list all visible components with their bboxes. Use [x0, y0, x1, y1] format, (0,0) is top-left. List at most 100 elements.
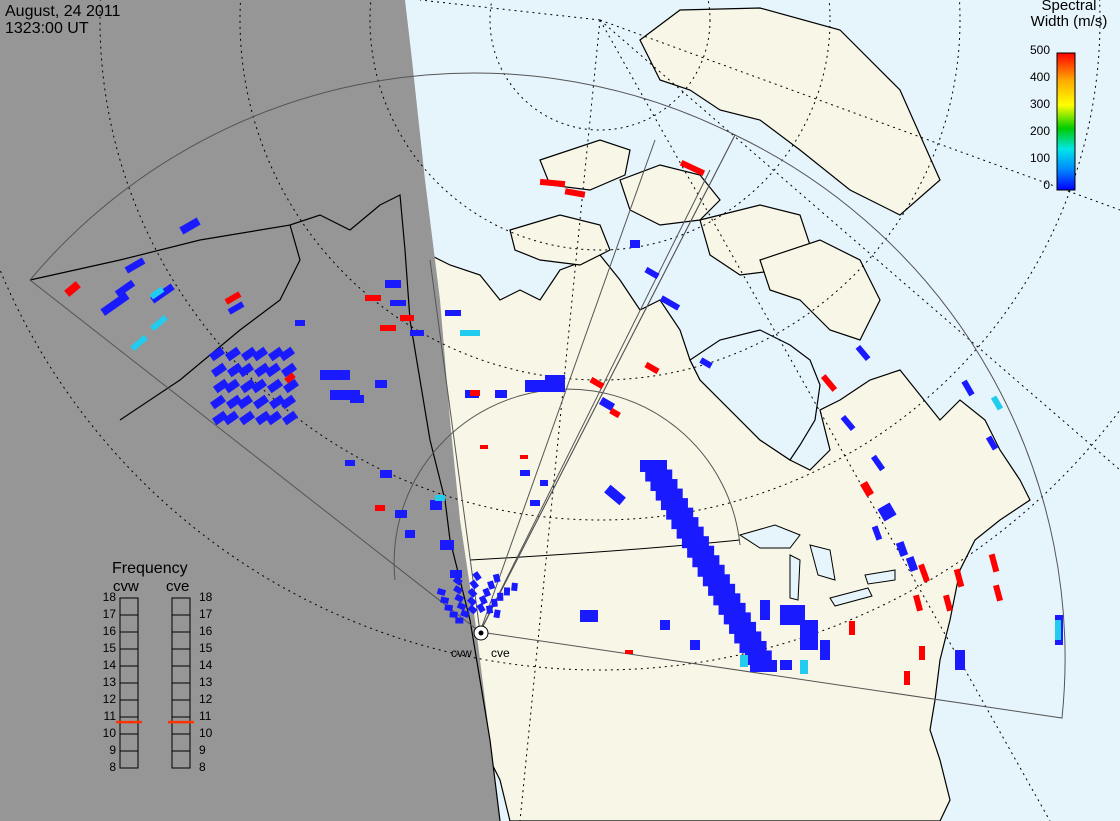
radar-fov — [29, 72, 1066, 719]
echo-cell — [757, 640, 767, 653]
echo-cell — [430, 500, 442, 510]
echo-cell — [699, 536, 709, 549]
echo-cell — [762, 660, 771, 672]
echo-cell — [435, 495, 445, 501]
frequency-scale-label: 11 — [199, 709, 212, 723]
frequency-scale-label: 10 — [102, 726, 116, 740]
echo-cell — [702, 574, 712, 587]
echo-cell — [708, 583, 718, 596]
colorbar-tick-label: 0 — [1043, 178, 1050, 192]
echo-cell — [1055, 620, 1061, 640]
colorbar-tick-label: 100 — [1029, 151, 1050, 165]
echo-cell — [478, 595, 488, 605]
echo-cell — [644, 266, 660, 280]
echo-cell — [470, 390, 480, 396]
echo-cell — [719, 593, 729, 606]
echo-cell — [741, 621, 751, 634]
echo-cell — [209, 394, 227, 410]
echo-cell — [580, 610, 598, 622]
echo-cell — [350, 395, 364, 403]
echo-cell — [800, 620, 818, 650]
colorbar-title-line2: Width (m/s) — [1030, 13, 1108, 30]
echo-cell — [280, 362, 298, 378]
echo-cell — [659, 295, 681, 311]
frequency-scale-label: 17 — [199, 607, 213, 621]
echo-cell — [679, 159, 706, 177]
echo-cell — [729, 621, 739, 634]
echo-cell — [223, 378, 241, 394]
frequency-scale-label: 12 — [199, 692, 213, 706]
echo-cell — [482, 587, 491, 598]
echo-cell — [295, 320, 305, 326]
echo-cell — [687, 536, 697, 549]
echo-cell — [756, 650, 766, 663]
echo-cell — [693, 536, 703, 549]
echo-cell — [450, 570, 462, 578]
echo-cell — [678, 498, 688, 511]
echo-cell — [250, 378, 268, 394]
echo-cell — [466, 596, 477, 607]
echo-cell — [279, 394, 297, 410]
echo-cell — [661, 488, 671, 501]
echo-cell — [993, 584, 1003, 602]
echo-cell — [454, 593, 465, 603]
baffin-island — [759, 239, 881, 341]
echo-cell — [725, 593, 735, 606]
echo-cell — [497, 592, 504, 601]
echo-cell — [640, 460, 649, 472]
echo-cell — [709, 564, 719, 577]
echo-cell — [739, 640, 749, 653]
hudson-bay — [689, 329, 821, 461]
frequency-scale-label: 17 — [102, 607, 116, 621]
echo-cell — [179, 217, 201, 235]
echo-cell — [472, 571, 482, 582]
cvw-fov-outline — [29, 72, 736, 633]
echo-cell — [652, 460, 661, 472]
echo-cell — [943, 594, 953, 612]
colorbar-title-line1: Spectral — [1041, 0, 1097, 14]
frequency-scale-label: 15 — [199, 641, 213, 655]
frequency-scale-label: 9 — [109, 743, 116, 757]
echo-cell — [405, 530, 415, 538]
echo-cell — [520, 470, 530, 476]
lake-huron — [809, 544, 836, 581]
frequency-scale-label: 18 — [102, 590, 116, 604]
frequency-scale-label: 14 — [199, 658, 213, 672]
echo-cell — [660, 498, 670, 511]
great-lakes — [738, 524, 896, 607]
lon-line-3 — [599, 19, 1120, 471]
echo-cell — [651, 469, 661, 482]
echo-cell — [684, 507, 694, 520]
echo-cell — [870, 454, 886, 472]
echo-cell — [692, 555, 702, 568]
echo-cell — [985, 435, 999, 451]
echo-cell — [895, 541, 909, 557]
echo-cell — [540, 480, 548, 486]
cve-fov-outline — [479, 134, 1066, 719]
echo-cell — [495, 390, 507, 398]
echo-cell — [714, 574, 724, 587]
echo-cell — [731, 593, 741, 606]
echo-cell — [752, 631, 762, 644]
echo-cell — [703, 564, 713, 577]
echo-cell — [268, 394, 286, 410]
colorbar-tick-label: 400 — [1029, 70, 1050, 84]
frequency-scale-label: 10 — [199, 726, 213, 740]
echo-cell — [485, 605, 494, 614]
echo-cell — [905, 556, 919, 572]
frequency-scale-label: 15 — [102, 641, 116, 655]
echo-cell — [955, 650, 965, 670]
echo-cell — [720, 583, 730, 596]
time-text: 1323:00 UT — [5, 20, 89, 37]
echo-cell — [236, 394, 254, 410]
echo-cell — [267, 346, 285, 362]
echo-cell — [683, 517, 693, 530]
echo-cell — [714, 583, 724, 596]
colorbar-tick-label: 500 — [1029, 43, 1050, 57]
echo-cell — [750, 660, 759, 672]
echo-cell — [410, 330, 424, 336]
echo-cell — [655, 488, 665, 501]
echo-cell — [988, 553, 1000, 573]
